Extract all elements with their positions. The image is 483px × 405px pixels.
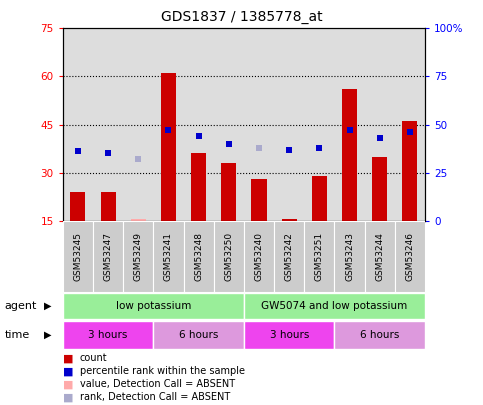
Text: ■: ■ (63, 392, 73, 402)
Bar (63, 221, 93, 292)
Bar (63, 322, 154, 349)
Bar (244, 293, 425, 318)
Text: GW5074 and low potassium: GW5074 and low potassium (261, 301, 408, 311)
Bar (395, 221, 425, 292)
Bar (191, 153, 206, 221)
Text: ■: ■ (63, 367, 73, 376)
Bar (274, 221, 304, 292)
Bar (63, 293, 244, 318)
Text: ▶: ▶ (43, 330, 51, 340)
Bar (335, 322, 425, 349)
Bar (93, 221, 123, 292)
Bar (282, 219, 297, 221)
Text: GSM53247: GSM53247 (103, 232, 113, 281)
Text: ■: ■ (63, 354, 73, 363)
Bar (342, 89, 357, 221)
Text: GSM53251: GSM53251 (315, 232, 324, 281)
Bar (372, 157, 387, 221)
Bar (154, 322, 244, 349)
Text: rank, Detection Call = ABSENT: rank, Detection Call = ABSENT (80, 392, 230, 402)
Bar (244, 221, 274, 292)
Text: GSM53250: GSM53250 (224, 232, 233, 281)
Bar (304, 221, 334, 292)
Bar (252, 179, 267, 221)
Bar (334, 221, 365, 292)
Text: GSM53243: GSM53243 (345, 232, 354, 281)
Text: 3 hours: 3 hours (88, 330, 128, 340)
Bar (244, 322, 334, 349)
Text: ▶: ▶ (43, 301, 51, 311)
Bar (365, 221, 395, 292)
Text: GSM53249: GSM53249 (134, 232, 143, 281)
Text: count: count (80, 354, 107, 363)
Bar (123, 221, 154, 292)
Text: GSM53241: GSM53241 (164, 232, 173, 281)
Text: ■: ■ (63, 379, 73, 389)
Text: agent: agent (5, 301, 37, 311)
Bar (131, 219, 146, 221)
Text: 6 hours: 6 hours (179, 330, 218, 340)
Text: time: time (5, 330, 30, 340)
Text: GDS1837 / 1385778_at: GDS1837 / 1385778_at (161, 10, 322, 24)
Bar (312, 176, 327, 221)
Text: GSM53248: GSM53248 (194, 232, 203, 281)
Bar (161, 73, 176, 221)
Text: GSM53244: GSM53244 (375, 232, 384, 281)
Text: low potassium: low potassium (115, 301, 191, 311)
Text: GSM53242: GSM53242 (284, 232, 294, 281)
Bar (154, 221, 184, 292)
Text: value, Detection Call = ABSENT: value, Detection Call = ABSENT (80, 379, 235, 389)
Bar (184, 221, 213, 292)
Text: GSM53240: GSM53240 (255, 232, 264, 281)
Text: GSM53246: GSM53246 (405, 232, 414, 281)
Text: GSM53245: GSM53245 (73, 232, 83, 281)
Bar (100, 192, 115, 221)
Bar (71, 192, 85, 221)
Text: 3 hours: 3 hours (270, 330, 309, 340)
Text: percentile rank within the sample: percentile rank within the sample (80, 367, 245, 376)
Bar (213, 221, 244, 292)
Text: 6 hours: 6 hours (360, 330, 399, 340)
Bar (221, 163, 236, 221)
Bar (402, 122, 417, 221)
